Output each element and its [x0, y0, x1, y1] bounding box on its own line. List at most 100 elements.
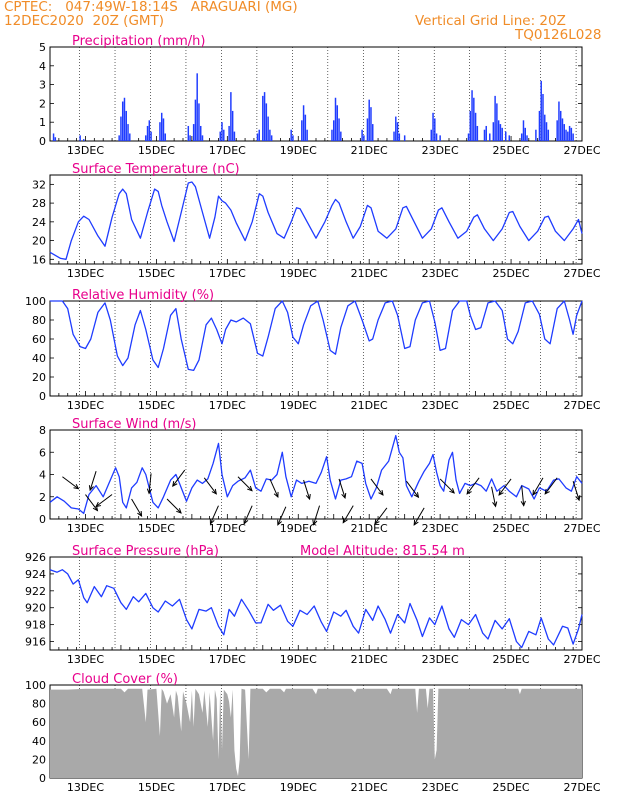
- precip-bar: [192, 124, 195, 141]
- wind-arrow: [62, 476, 80, 490]
- precip-bar: [572, 133, 574, 141]
- precip-bar: [547, 129, 550, 141]
- wind-arrow: [269, 478, 279, 499]
- precip-bar: [52, 133, 55, 141]
- pres-title: Surface Pressure (hPa): [72, 544, 219, 559]
- precip-bar: [306, 129, 308, 141]
- precip-bar: [199, 125, 202, 141]
- x-tick-label: 19DEC: [280, 399, 317, 412]
- x-tick-label: 15DEC: [138, 522, 175, 535]
- precip-bar: [127, 124, 129, 141]
- panel-wind: 13DEC 15DEC 17DEC 19DEC 21DEC 23DEC 25DEC 27DEC…: [39, 417, 601, 535]
- y-tick-label: 920: [25, 602, 46, 615]
- precip-bar: [79, 135, 81, 141]
- plot-frame: [49, 46, 583, 142]
- wind-arrow-head: [312, 519, 318, 526]
- precip-bar: [336, 105, 339, 141]
- precip-bar: [233, 131, 236, 141]
- precip-bar: [396, 122, 399, 141]
- precip-bar: [496, 103, 498, 141]
- precip-bar: [469, 110, 472, 141]
- y-tick-label: 60: [32, 716, 46, 729]
- x-tick-label: 15DEC: [138, 144, 175, 157]
- precip-bar: [561, 118, 564, 141]
- x-tick-label: 13DEC: [67, 781, 104, 794]
- wind-arrow-shaft: [439, 478, 455, 494]
- precip-bar: [189, 135, 191, 141]
- grid-note: Vertical Grid Line: 20Z: [415, 13, 566, 29]
- wind-arrow: [277, 506, 287, 526]
- wind-arrow: [439, 478, 455, 494]
- precip-bar: [269, 129, 271, 141]
- precip-bar: [393, 131, 395, 141]
- precip-bar: [368, 99, 370, 141]
- x-tick-label: 13DEC: [67, 267, 104, 280]
- panel-precip: 13DEC 15DEC 17DEC 19DEC 21DEC 23DEC 25DEC 27DEC…: [39, 34, 601, 157]
- precip-bar: [398, 133, 401, 141]
- precip-bar: [146, 125, 149, 141]
- panel-pres: 13DEC 15DEC 17DEC 19DEC 21DEC 23DEC 25DEC 27DEC…: [25, 544, 601, 666]
- chart-header: CPTEC: 047:49W-18:14S ARAGUARI (MG) 12DE…: [0, 0, 618, 46]
- precip-bar: [267, 116, 269, 141]
- precip-bar: [361, 129, 363, 141]
- y-tick-label: 32: [32, 178, 46, 191]
- wind-arrow-head: [146, 488, 153, 495]
- wind-arrow: [303, 479, 311, 501]
- precip-bar: [558, 101, 560, 141]
- precip-bar: [301, 120, 303, 141]
- x-tick-label: 27DEC: [563, 781, 600, 794]
- precip-bar: [304, 114, 307, 141]
- wind-arrow-head: [277, 519, 282, 526]
- wind-arrow: [342, 505, 354, 524]
- precip-bar: [556, 120, 558, 141]
- x-tick-label: 19DEC: [280, 144, 317, 157]
- model-altitude-note: Model Altitude: 815.54 m: [300, 544, 465, 559]
- wind-arrow: [532, 477, 544, 496]
- precip-bar: [542, 94, 544, 141]
- wind-arrow: [243, 505, 253, 525]
- wind-arrow: [498, 478, 512, 496]
- wind-arrow-head: [498, 489, 504, 496]
- plot-frame: [49, 429, 583, 520]
- y-tick-label: 926: [25, 551, 46, 564]
- precip-bar: [120, 116, 122, 141]
- precip-bar: [194, 99, 197, 141]
- x-tick-label: 23DEC: [422, 781, 459, 794]
- x-tick-label: 27DEC: [563, 522, 600, 535]
- wind-arrow-shaft: [303, 479, 311, 500]
- wind-arrow-head: [211, 488, 217, 495]
- y-tick-label: 4: [39, 469, 46, 482]
- precip-bar: [524, 127, 526, 141]
- wind-arrow: [203, 477, 217, 495]
- cloud-title: Cloud Cover (%): [72, 672, 178, 687]
- precip-bar: [129, 133, 131, 141]
- precip-bar: [302, 105, 305, 141]
- wind-arrow: [209, 505, 219, 525]
- y-tick-label: 922: [25, 585, 46, 598]
- wind-arrow-head: [172, 481, 178, 487]
- precip-bar: [563, 124, 566, 141]
- wind-arrow-shaft: [544, 477, 558, 495]
- station-info: CPTEC: 047:49W-18:14S ARAGUARI (MG): [4, 0, 298, 15]
- precip-bar: [489, 133, 491, 141]
- wind-arrow-shaft: [62, 476, 79, 490]
- y-tick-label: 60: [32, 333, 46, 346]
- precip-bar: [435, 133, 438, 141]
- precip-bar: [159, 122, 161, 141]
- wind-series-line: [49, 434, 583, 515]
- x-tick-label: 17DEC: [209, 653, 246, 666]
- precip-bar: [497, 120, 500, 141]
- wind-arrow-shaft: [406, 480, 419, 498]
- y-tick-label: 924: [25, 568, 46, 581]
- y-tick-label: 40: [32, 735, 46, 748]
- precip-bar: [331, 129, 333, 141]
- panel-rh: 13DEC 15DEC 17DEC 19DEC 21DEC 23DEC 25DEC 27DEC…: [25, 288, 601, 412]
- wind-arrow-head: [88, 485, 94, 492]
- precip-bar: [150, 131, 152, 141]
- pres-series-line: [49, 569, 583, 649]
- precip-bar: [160, 112, 163, 141]
- wind-arrow: [370, 478, 384, 496]
- precip-bar: [223, 129, 225, 141]
- precip-bar: [370, 107, 372, 141]
- wind-arrow-head: [575, 495, 581, 502]
